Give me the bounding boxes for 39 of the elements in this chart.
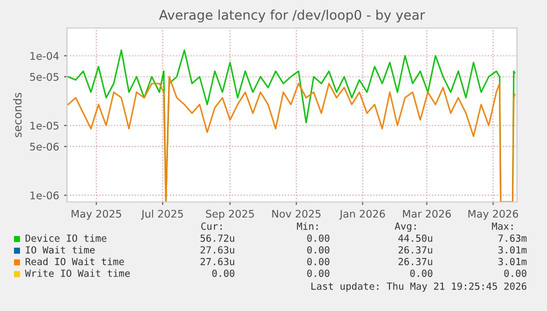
x-tick-label: Nov 2025 bbox=[272, 210, 321, 218]
text: 44.50u bbox=[398, 234, 432, 242]
text: 0.00 bbox=[307, 246, 330, 254]
x-tick-label: Sep 2025 bbox=[206, 210, 254, 220]
y-tick-label: 1e-04 bbox=[30, 52, 59, 60]
text: 0.00 bbox=[307, 258, 330, 266]
legend-label: Read IO Wait time bbox=[26, 258, 124, 266]
chart-title: Average latency for /dev/loop0 - by year bbox=[159, 10, 426, 22]
text: 27.63u bbox=[200, 258, 234, 266]
x-tick-label: Mar 2026 bbox=[403, 210, 451, 218]
text: 26.37u bbox=[398, 258, 432, 266]
text: 0.00 bbox=[504, 270, 526, 277]
text: 3.01m bbox=[498, 246, 527, 254]
legend-label: IO Wait time bbox=[26, 246, 95, 254]
text: 7.63m bbox=[498, 234, 527, 242]
text: Min: bbox=[296, 222, 318, 230]
text: 3.01m bbox=[498, 258, 527, 266]
y-tick-label: 1e-06 bbox=[30, 191, 59, 200]
text: 0.00 bbox=[410, 270, 432, 277]
x-tick-label: May 2026 bbox=[468, 210, 518, 220]
text: 0.00 bbox=[307, 234, 330, 242]
text: Avg: bbox=[394, 222, 416, 232]
text: 26.37u bbox=[398, 246, 432, 254]
y-tick-label: 1e-05 bbox=[30, 122, 58, 130]
legend-label: Write IO Wait time bbox=[25, 269, 130, 277]
text: Max: bbox=[492, 222, 513, 230]
text: 0.00 bbox=[212, 270, 234, 277]
text: 27.63u bbox=[200, 246, 234, 254]
legend-label: Device IO time bbox=[26, 234, 106, 242]
text: 56.72u bbox=[200, 234, 234, 242]
y-tick-label: 5e-05 bbox=[30, 72, 58, 81]
y-axis-title: seconds bbox=[13, 92, 22, 138]
text: 0.00 bbox=[307, 270, 330, 277]
y-tick-label: 5e-06 bbox=[30, 142, 59, 151]
x-tick-label: Jul 2025 bbox=[140, 210, 183, 220]
text: Cur: bbox=[201, 222, 222, 230]
x-tick-label: May 2025 bbox=[72, 210, 122, 220]
x-tick-label: Jan 2026 bbox=[339, 210, 385, 220]
text: Last update: Thu May 21 19:25:45 2026 bbox=[311, 282, 526, 292]
